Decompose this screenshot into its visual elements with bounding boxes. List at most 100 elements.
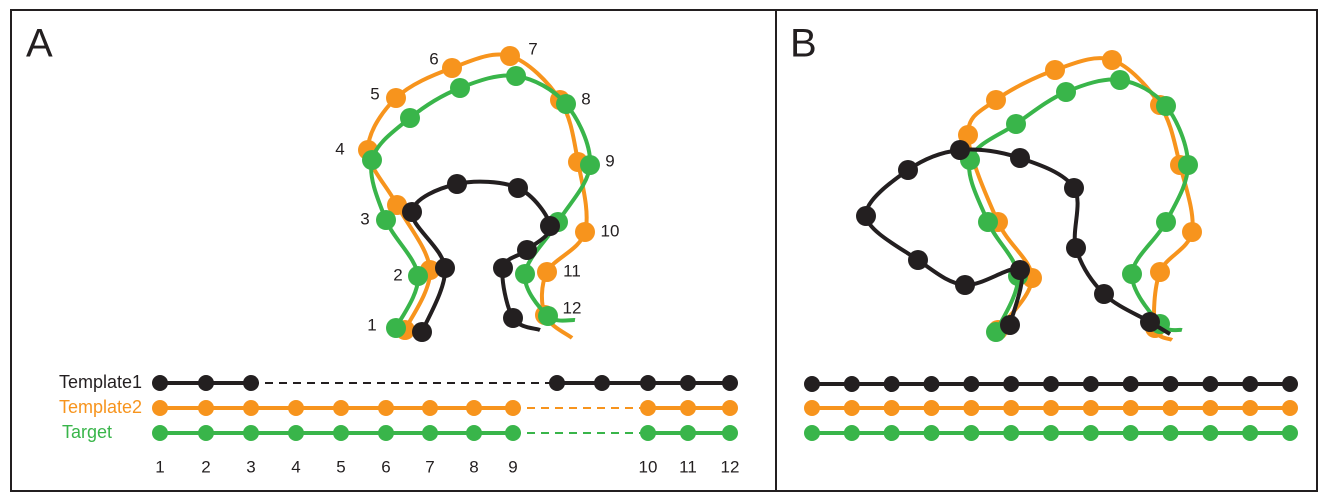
residue-number: 3 <box>360 209 369 228</box>
residue <box>1003 376 1020 392</box>
residue <box>883 376 900 392</box>
residue <box>198 425 214 441</box>
residue <box>680 400 696 416</box>
residue <box>505 400 521 416</box>
residue <box>422 400 438 416</box>
residue <box>1000 315 1020 335</box>
residue <box>386 88 406 108</box>
position-label: 9 <box>508 457 517 476</box>
residue <box>1162 425 1179 441</box>
residue <box>538 306 558 326</box>
residue-number: 11 <box>563 261 581 280</box>
position-label: 10 <box>639 457 658 476</box>
residue <box>1202 425 1219 441</box>
residue <box>1242 425 1259 441</box>
residue <box>963 425 980 441</box>
position-label: 12 <box>721 457 740 476</box>
residue <box>640 425 656 441</box>
residue <box>1242 376 1259 392</box>
residue <box>680 425 696 441</box>
residue <box>843 400 860 416</box>
residue <box>883 400 900 416</box>
residue <box>540 216 560 236</box>
residue <box>515 264 535 284</box>
row-label: Template2 <box>59 397 142 417</box>
row-label: Target <box>62 422 112 442</box>
residue <box>978 212 998 232</box>
residue-number: 1 <box>367 315 376 334</box>
residue <box>804 376 820 392</box>
residue <box>386 318 406 338</box>
residue <box>152 400 168 416</box>
residue <box>333 425 349 441</box>
residue <box>722 400 738 416</box>
residue <box>1066 238 1086 258</box>
position-label: 1 <box>155 457 164 476</box>
residue <box>422 425 438 441</box>
residue <box>1282 376 1298 392</box>
residue <box>537 262 557 282</box>
residue <box>680 375 696 391</box>
residue <box>198 400 214 416</box>
residue <box>722 425 738 441</box>
residue <box>412 322 432 342</box>
residue <box>1202 400 1219 416</box>
residue-number: 4 <box>335 139 344 158</box>
residue <box>1043 400 1059 416</box>
residue <box>447 174 467 194</box>
position-label: 2 <box>201 457 210 476</box>
residue <box>376 210 396 230</box>
residue <box>400 108 420 128</box>
residue <box>1242 400 1259 416</box>
residue <box>378 425 394 441</box>
residue-number: 8 <box>581 89 590 108</box>
residue <box>594 375 610 391</box>
residue <box>493 258 513 278</box>
panel-b-frame <box>775 9 1318 492</box>
residue <box>450 78 470 98</box>
row-label: Template1 <box>59 372 142 392</box>
residue <box>466 425 482 441</box>
residue <box>1282 425 1298 441</box>
residue <box>1003 425 1020 441</box>
residue <box>1110 70 1130 90</box>
residue <box>408 266 428 286</box>
residue-number: 6 <box>429 49 438 68</box>
residue <box>1082 376 1099 392</box>
residue <box>950 140 970 160</box>
residue <box>804 400 820 416</box>
residue <box>288 400 304 416</box>
residue <box>640 375 656 391</box>
residue <box>908 250 928 270</box>
residue <box>1094 284 1114 304</box>
residue <box>243 375 259 391</box>
residue <box>1056 82 1076 102</box>
residue <box>333 400 349 416</box>
residue <box>1082 425 1099 441</box>
residue <box>986 90 1006 110</box>
residue <box>152 375 168 391</box>
residue <box>1045 60 1065 80</box>
residue-number: 10 <box>601 221 620 240</box>
residue <box>1006 114 1026 134</box>
residue <box>923 425 940 441</box>
residue <box>1182 222 1202 242</box>
residue <box>503 308 523 328</box>
residue <box>722 375 738 391</box>
residue <box>1102 50 1122 70</box>
position-label: 11 <box>679 457 697 476</box>
residue <box>243 425 259 441</box>
residue <box>883 425 900 441</box>
residue <box>1010 148 1030 168</box>
residue <box>243 400 259 416</box>
residue-number: 2 <box>393 265 402 284</box>
residue <box>1043 376 1059 392</box>
residue <box>1122 425 1139 441</box>
residue <box>1156 212 1176 232</box>
residue-number: 7 <box>528 39 537 58</box>
residue <box>1122 400 1139 416</box>
residue <box>556 94 576 114</box>
residue <box>1122 376 1139 392</box>
position-label: 3 <box>246 457 255 476</box>
